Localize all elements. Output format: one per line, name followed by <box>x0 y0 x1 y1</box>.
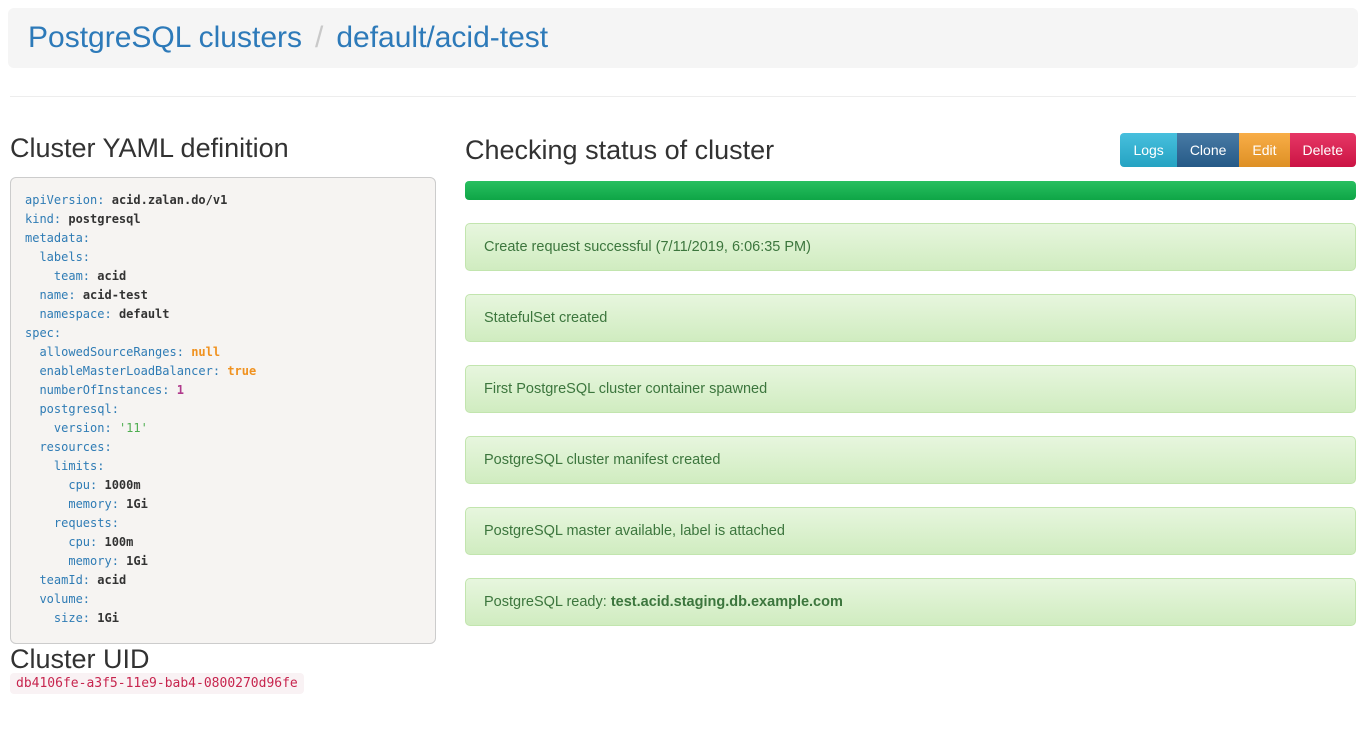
cluster-yaml-definition: apiVersion: acid.zalan.do/v1 kind: postg… <box>10 177 436 644</box>
yaml-line: resources: <box>25 440 112 454</box>
status-message: First PostgreSQL cluster container spawn… <box>465 365 1356 413</box>
cluster-uid-value: db4106fe-a3f5-11e9-bab4-0800270d96fe <box>10 673 304 694</box>
yaml-line: limits: <box>25 459 105 473</box>
yaml-line: volume: <box>25 592 91 606</box>
yaml-line: version: '11' <box>25 421 148 435</box>
logs-button[interactable]: Logs <box>1120 133 1177 167</box>
yaml-line: metadata: <box>25 231 91 245</box>
yaml-line: spec: <box>25 326 62 340</box>
yaml-line: cpu: 1000m <box>25 478 141 492</box>
page-header: PostgreSQL clusters / default/acid-test <box>8 8 1358 68</box>
status-message-hostname: test.acid.staging.db.example.com <box>610 594 843 610</box>
breadcrumb-current-link[interactable]: default/acid-test <box>336 21 549 54</box>
uid-section-title: Cluster UID <box>10 644 150 674</box>
status-column: Checking status of cluster Logs Clone Edit… <box>465 97 1356 626</box>
yaml-line: size: 1Gi <box>25 611 119 625</box>
status-message-text: StatefulSet created <box>484 310 608 326</box>
yaml-line: requests: <box>25 516 119 530</box>
yaml-line: namespace: default <box>25 307 170 321</box>
yaml-line: enableMasterLoadBalancer: true <box>25 364 257 378</box>
yaml-line: team: acid <box>25 269 127 283</box>
status-message: PostgreSQL master available, label is at… <box>465 507 1356 555</box>
clone-button[interactable]: Clone <box>1176 133 1240 167</box>
yaml-column: Cluster YAML definition apiVersion: acid… <box>10 97 436 694</box>
delete-button[interactable]: Delete <box>1289 133 1356 167</box>
breadcrumb-root-link[interactable]: PostgreSQL clusters <box>28 21 302 54</box>
status-message: StatefulSet created <box>465 294 1356 342</box>
status-message-text: Create request successful (7/11/2019, 6:… <box>484 239 811 255</box>
yaml-line: teamId: acid <box>25 573 127 587</box>
yaml-line: memory: 1Gi <box>25 554 148 568</box>
yaml-line: labels: <box>25 250 91 264</box>
status-message-text: PostgreSQL cluster manifest created <box>484 452 721 468</box>
status-message: PostgreSQL cluster manifest created <box>465 436 1356 484</box>
cluster-progress-bar <box>465 181 1356 200</box>
status-header-row: Checking status of cluster Logs Clone Edit… <box>465 133 1356 167</box>
status-section-title: Checking status of cluster <box>465 135 775 165</box>
yaml-line: name: acid-test <box>25 288 148 302</box>
cluster-uid-row: db4106fe-a3f5-11e9-bab4-0800270d96fe <box>10 673 436 694</box>
yaml-line: memory: 1Gi <box>25 497 148 511</box>
yaml-line: postgresql: <box>25 402 119 416</box>
yaml-line: apiVersion: acid.zalan.do/v1 <box>25 193 228 207</box>
edit-button[interactable]: Edit <box>1239 133 1290 167</box>
status-message: PostgreSQL ready: test.acid.staging.db.e… <box>465 578 1356 626</box>
status-message-text: PostgreSQL master available, label is at… <box>484 523 785 539</box>
yaml-section-title: Cluster YAML definition <box>10 133 289 163</box>
main-content: Cluster YAML definition apiVersion: acid… <box>0 97 1366 694</box>
yaml-line: numberOfInstances: 1 <box>25 383 184 397</box>
status-message-text: First PostgreSQL cluster container spawn… <box>484 381 768 397</box>
yaml-line: kind: postgresql <box>25 212 141 226</box>
yaml-line: allowedSourceRanges: null <box>25 345 221 359</box>
status-message-list: Create request successful (7/11/2019, 6:… <box>465 223 1356 626</box>
header-divider <box>10 96 1356 97</box>
cluster-action-buttons: Logs Clone Edit Delete <box>1120 133 1356 167</box>
status-message: Create request successful (7/11/2019, 6:… <box>465 223 1356 271</box>
breadcrumb-separator: / <box>315 21 324 54</box>
yaml-line: cpu: 100m <box>25 535 134 549</box>
status-message-text: PostgreSQL ready: test.acid.staging.db.e… <box>484 594 843 610</box>
